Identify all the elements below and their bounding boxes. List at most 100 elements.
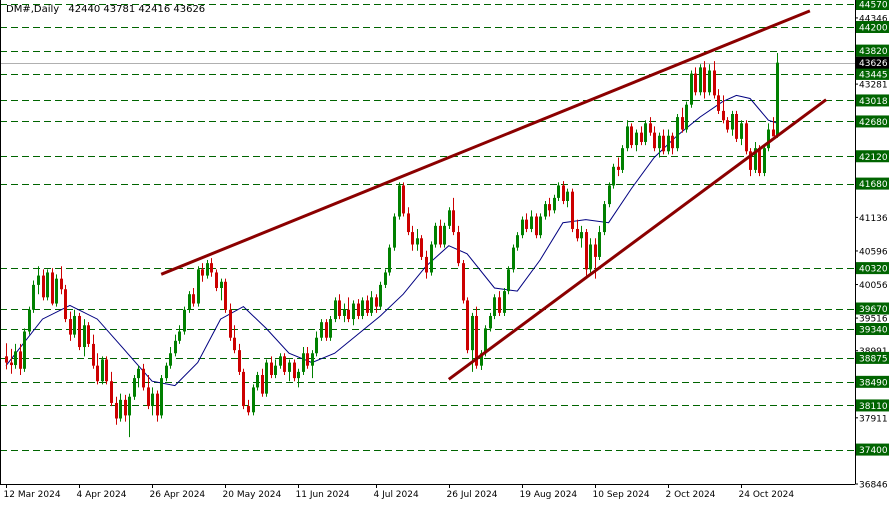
candle-body [580, 232, 583, 239]
candle-body [562, 185, 565, 201]
bear-candle [498, 291, 501, 316]
level-label: 38875 [856, 351, 889, 364]
bear-candle [745, 120, 748, 155]
level-label: 44200 [856, 20, 889, 33]
candle-body [521, 219, 524, 236]
candle-body [658, 135, 661, 149]
upper-trendline[interactable] [160, 9, 811, 276]
candle-body [452, 210, 455, 233]
level-label-bg [856, 150, 889, 163]
level-label-text: 37400 [859, 446, 888, 456]
bear-candle [215, 269, 218, 292]
candle-body [347, 309, 350, 320]
bull-candle [311, 350, 314, 379]
bear-candle [201, 263, 204, 282]
candle-body [119, 399, 122, 419]
bear-candle [5, 343, 8, 370]
candle-body [352, 303, 355, 320]
price-axis[interactable]: 4434643281411364059640056395163899137911… [855, 0, 889, 491]
bull-candle [23, 328, 26, 372]
level-label-text: 40320 [859, 265, 888, 275]
level-label-text: 44200 [859, 23, 888, 33]
bear-candle [562, 181, 565, 205]
candle-body [384, 272, 387, 285]
candle-body [87, 325, 90, 344]
bull-candle [544, 200, 547, 220]
candle-body [28, 309, 31, 332]
bull-candle [557, 182, 560, 201]
level-label-text: 43445 [859, 70, 888, 80]
bull-candle [516, 232, 519, 251]
bull-candle [598, 225, 601, 261]
bull-candle [14, 343, 17, 369]
bull-candle [676, 113, 679, 152]
trendlines[interactable] [160, 9, 828, 381]
candle-body [676, 117, 679, 149]
bull-candle [603, 200, 606, 236]
bear-candle [147, 374, 150, 410]
candle-body [544, 204, 547, 217]
bear-candle [347, 297, 350, 323]
candle-body [220, 281, 223, 288]
candle-body [197, 269, 200, 304]
bull-candle [489, 312, 492, 332]
level-label: 37400 [856, 443, 889, 456]
bull-candle [384, 269, 387, 288]
level-label: 42120 [856, 150, 889, 163]
y-tick-label: 43281 [859, 81, 888, 91]
candle-body [357, 303, 360, 316]
candle-body [192, 294, 195, 304]
bull-candle [83, 319, 86, 357]
candle-body [270, 362, 273, 375]
candle-body [516, 235, 519, 248]
bull-candle [699, 64, 702, 96]
bull-candle [220, 278, 223, 301]
bear-candle [681, 107, 684, 133]
bull-candle [279, 353, 282, 369]
candle-body [283, 356, 286, 372]
level-label-bg [856, 262, 889, 275]
candle-body [690, 73, 693, 105]
last-price-label-bg [856, 56, 889, 69]
bear-candle [703, 61, 706, 99]
bear-candle [749, 148, 752, 177]
candle-body [585, 232, 588, 270]
time-axis[interactable]: 12 Mar 2024 4 Apr 2024 26 Apr 2024 20 May 2… [4, 484, 795, 500]
candle-body [23, 331, 26, 369]
bull-candle [297, 368, 300, 388]
candle-body [370, 297, 373, 313]
candle-body [188, 294, 191, 310]
last-price-label: 43626 [856, 56, 889, 69]
bear-candle [726, 117, 729, 133]
lower-trendline[interactable] [447, 98, 828, 381]
candle-body [699, 67, 702, 93]
bull-candle [55, 274, 58, 307]
bull-candle [767, 123, 770, 152]
candle-body [745, 123, 748, 152]
candle-body [256, 374, 259, 388]
level-label-bg [856, 44, 889, 57]
bear-candle [649, 117, 652, 136]
plot-background [0, 0, 855, 484]
candle-body [69, 319, 72, 335]
bear-candle [375, 294, 378, 313]
bear-candle [224, 278, 227, 313]
candle-body [279, 356, 282, 366]
candle-body [338, 300, 341, 316]
candle-body [78, 315, 81, 348]
bear-candle [105, 356, 108, 385]
candle-body [64, 289, 67, 320]
candle-body [439, 225, 442, 245]
candle-body [457, 232, 460, 264]
bull-candle [178, 325, 181, 344]
bull-candle [28, 306, 31, 335]
candle-body [174, 340, 177, 354]
candle-body [261, 374, 264, 394]
bull-candle [776, 53, 779, 138]
level-label: 39670 [856, 302, 889, 315]
bull-candle [352, 300, 355, 326]
x-tick-label: 26 Jul 2024 [447, 490, 498, 500]
y-tick-label: 41136 [859, 214, 888, 224]
candle-body [210, 263, 213, 273]
bear-candle [283, 353, 286, 375]
